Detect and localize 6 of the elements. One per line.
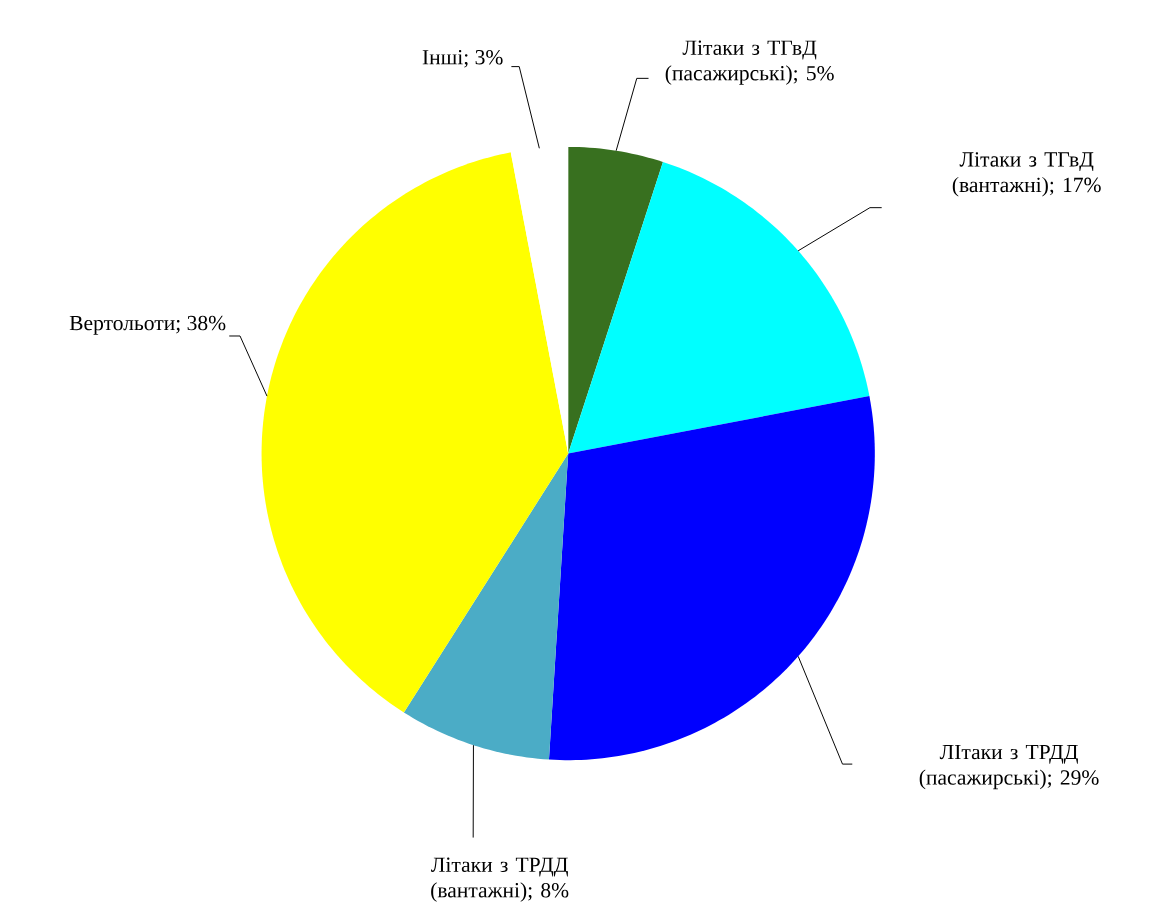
slice-label: Вертольоти; 38% [69,315,226,335]
slice-label: ЛІтаки з ТРДД (пасажирські); 29% [919,744,1099,790]
slice-label: Літаки з ТГвД (вантажні); 17% [952,152,1101,197]
slice-label: Літаки з ТРДД (вантажні); 8% [430,857,569,902]
slice-label: Інші; 3% [422,49,503,68]
slice-label: Літаки з ТГвД (пасажирські); 5% [665,40,834,85]
